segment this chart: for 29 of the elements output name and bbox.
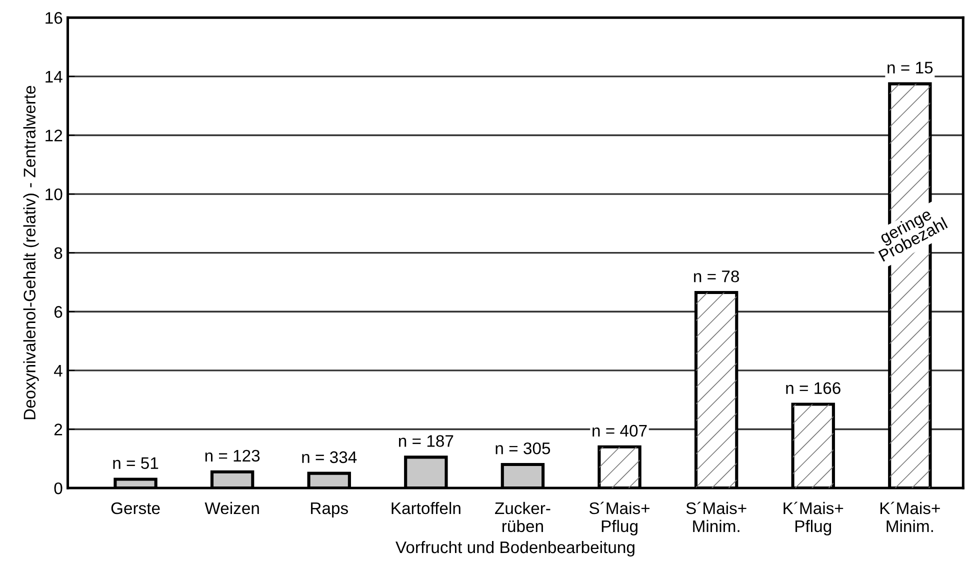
x-tick-label: Raps [311,502,348,518]
y-tick-label: 4 [54,365,62,376]
x-tick-label: Kartoffeln [392,502,460,514]
annotation: n = 123 [205,450,260,462]
y-tick-label: 10 [46,188,62,200]
annotation: n = 78 [694,270,739,282]
x-tick-label: S´Mais+ Minim. [686,502,746,532]
annotation: n = 407 [592,424,647,437]
y-axis-title: Deoxynivalenol-Gehalt (relativ) - Zentralwerte [23,86,39,420]
x-axis-title: Vorfrucht und Bodenbearbeitung [396,540,634,557]
annotation: n = 187 [398,435,454,447]
annotation: n = 51 [113,457,158,469]
annotation: n = 15 [888,62,933,74]
annotation: n = 334 [302,451,357,464]
y-tick-label: 6 [54,306,62,318]
x-tick-label: Weizen [204,502,259,514]
y-tick-label: 16 [46,12,62,24]
x-tick-label: K´Mais+ Minim. [880,502,940,532]
x-tick-label: Gerste [111,502,160,514]
x-tick-label: K´Mais+ Pflug [784,502,844,536]
y-tick-label: 12 [46,130,62,142]
annotation: n = 166 [786,382,840,394]
y-tick-label: 8 [54,247,62,260]
annotation: n = 305 [496,442,550,454]
y-tick-label: 2 [54,424,62,436]
y-tick-label: 0 [54,482,62,494]
y-tick-label: 14 [46,71,62,82]
x-tick-label: S´Mais+ Pflug [589,502,650,536]
x-tick-label: Zucker- rüben [495,502,550,532]
